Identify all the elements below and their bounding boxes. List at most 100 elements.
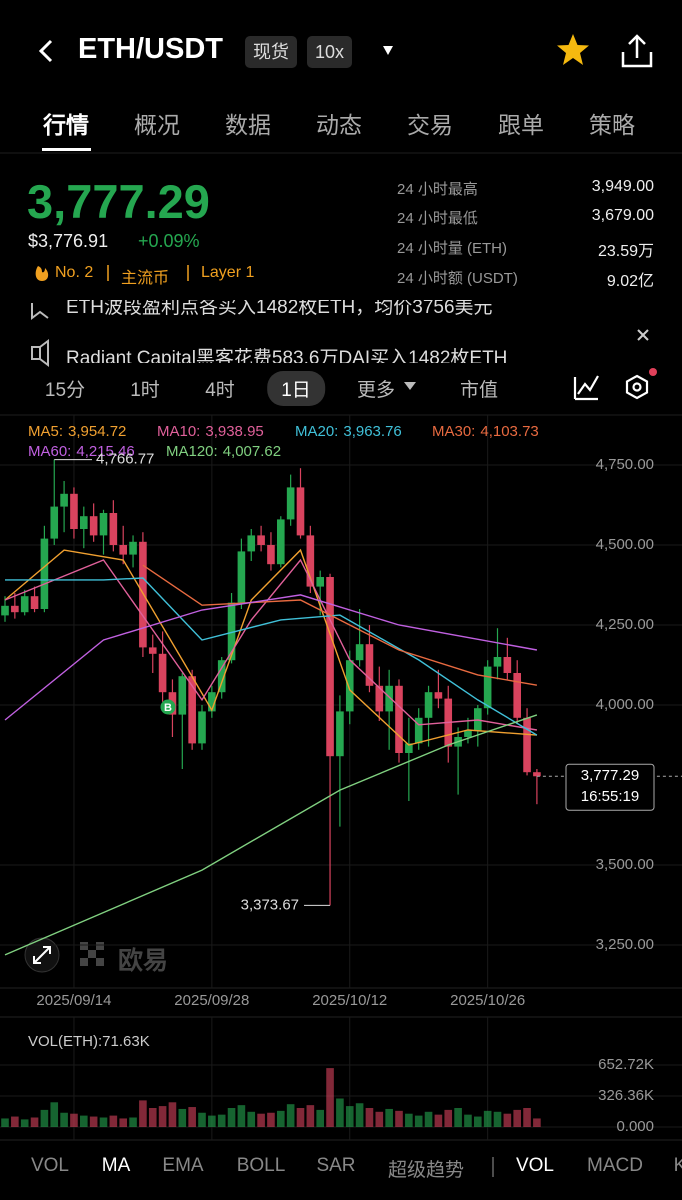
tab[interactable]: 行情 [43,112,89,138]
volume-bar [296,1108,305,1127]
candle-body [316,577,324,587]
candle-body [296,487,305,536]
legend-value: 4,007.62 [223,443,281,460]
news-text[interactable]: Radiant Capital黑客花费583.6万DAI买入1482枚ETH [66,348,508,363]
buy-marker [160,699,176,715]
y-tick-label: 4,500.00 [596,536,654,553]
legend-entry: MA20: 3,963.76 [295,423,402,440]
vol-tick-label: 652.72K [598,1056,654,1073]
interval[interactable]: 4时 [205,380,235,401]
draw-tool-icon[interactable] [573,375,599,401]
indicator-tab[interactable]: EMA [162,1155,204,1176]
rank[interactable]: No. 2 [55,264,94,281]
candle-body [405,743,413,753]
legend-name: MA30: [432,423,475,440]
vol-tick-label: 326.36K [598,1087,654,1104]
tag[interactable]: 主流币 [121,270,170,287]
more-dropdown[interactable] [404,382,416,390]
candle-body [89,516,98,536]
expand-icon[interactable] [24,937,60,973]
interval[interactable]: 15分 [44,380,86,401]
volume-bar [385,1108,393,1127]
indicator-tab[interactable]: MA [101,1155,131,1176]
share-icon[interactable] [621,34,653,68]
volume-bar [405,1113,413,1127]
back-icon[interactable] [38,39,53,63]
interval[interactable]: 更多 [356,380,396,401]
candle-body [11,605,19,613]
candle-body [109,513,118,545]
indicator-tab[interactable]: MACD [587,1155,643,1176]
volume-bar [30,1117,39,1127]
x-tick-label: 2025/10/12 [312,992,387,1009]
candle-body [119,545,127,555]
candle-body [198,711,206,744]
candle-body [503,657,512,673]
ma-line [4,558,538,731]
tab[interactable]: 交易 [407,112,453,138]
tag[interactable]: Layer 1 [201,264,255,281]
tab[interactable]: 策略 [589,112,635,138]
favorite-star[interactable] [557,34,589,65]
volume-bar [277,1110,285,1127]
candle-body [483,666,492,709]
legend-entry: MA10: 3,938.95 [157,423,264,440]
tab[interactable]: 数据 [225,112,271,138]
stat-value: 23.59万 [597,243,654,260]
volume-bar [188,1107,196,1127]
volume-bar [158,1106,167,1127]
badge[interactable]: 10x [307,36,353,68]
indicator-tab[interactable]: SAR [316,1155,356,1176]
interval[interactable]: 市值 [459,380,499,401]
candle-body [424,692,433,718]
indicator-tab[interactable]: BOLL [236,1155,286,1176]
candle-body [178,676,187,715]
legend-value: 3,938.95 [205,423,263,440]
candle-body [40,538,49,609]
tab[interactable]: 跟单 [498,112,544,138]
candle-body [385,685,393,712]
legend-entry: MA5: 3,954.72 [28,423,126,440]
candle-body [70,493,78,529]
stat-label: 24 小时额 (USDT) [397,270,518,287]
legend-name: MA20: [295,423,338,440]
volume-bar [119,1118,127,1127]
vol-tick-label: 0.000 [616,1118,654,1135]
tab[interactable]: 概况 [134,112,180,138]
ma-line [4,548,537,746]
indicator-tab[interactable]: VOL [515,1155,555,1176]
dropdown-icon[interactable] [383,46,393,55]
volume-bar [355,1103,364,1127]
pair-title: ETH/USDT [78,33,223,65]
candle-body [365,644,374,686]
tab[interactable]: 动态 [316,112,362,138]
volume-bar [129,1117,137,1127]
indicator-tab[interactable]: 超级趋势 [387,1160,465,1181]
close-news[interactable] [637,329,649,341]
indicator-tab[interactable]: K [673,1155,682,1176]
indicator-tab[interactable]: VOL [30,1155,70,1176]
volume-bar [247,1111,256,1127]
volume-title: VOL(ETH):71.63K [28,1033,150,1050]
news-row[interactable]: Radiant Capital黑客花费583.6万DAI买入1482枚ETH [66,343,626,363]
news-text[interactable]: ETH波段盈利点各买入1482枚ETH，均价3756美元 [66,300,493,318]
news-row[interactable]: ETH波段盈利点各买入1482枚ETH，均价3756美元 [66,300,626,320]
candle-body [523,717,531,773]
settings-icon[interactable] [625,368,657,400]
interval[interactable]: 1时 [130,380,160,401]
interval[interactable]: 1日 [267,371,325,406]
volume-bar [148,1108,157,1127]
volume-bar [483,1110,492,1127]
volume-bar [336,1098,344,1127]
candle-body [493,657,502,667]
y-tick-label: 4,750.00 [596,456,654,473]
candle-body [336,711,344,757]
volume-bar [168,1102,177,1127]
stat-value: 3,679.00 [591,207,654,224]
y-tick-label: 4,250.00 [596,616,654,633]
volume-bar [89,1116,98,1127]
candle-body [286,487,295,520]
candle-body [1,605,9,616]
volume-bar [306,1105,315,1127]
